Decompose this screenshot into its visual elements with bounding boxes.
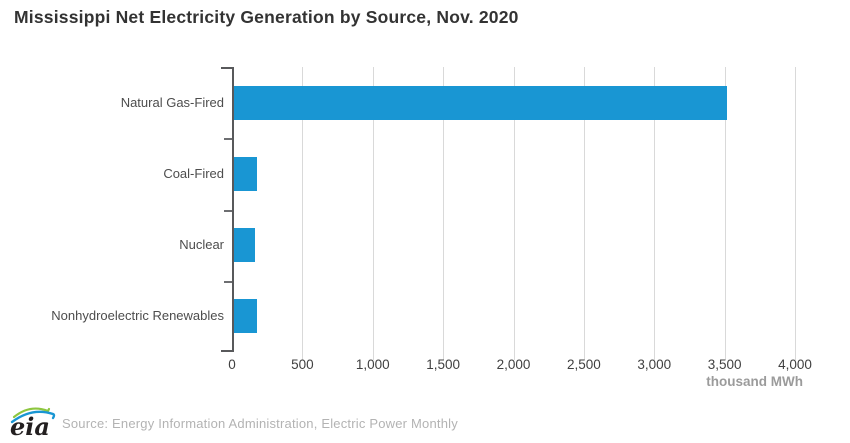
x-tick-label-1000: 1,000 bbox=[355, 357, 390, 372]
eia-logo: eia bbox=[10, 407, 56, 440]
y-axis-tick bbox=[224, 138, 232, 141]
x-axis-tick-labels: thousand MWh 0 500 1,000 1,500 2,000 2,500 3,0… bbox=[228, 357, 812, 397]
gridline-x-500 bbox=[302, 67, 304, 360]
chart-title: Mississippi Net Electricity Generation b… bbox=[14, 7, 519, 27]
gridline-x-1500 bbox=[443, 67, 445, 360]
gridline-x-3500 bbox=[724, 67, 726, 360]
category-label-nuclear: Nuclear bbox=[179, 237, 224, 253]
gridline-x-3000 bbox=[654, 67, 656, 360]
plot-area bbox=[221, 67, 796, 360]
gridline-x-2000 bbox=[513, 67, 515, 360]
svg-text:eia: eia bbox=[10, 412, 50, 440]
x-tick-label-1500: 1,500 bbox=[426, 357, 461, 372]
source-attribution: Source: Energy Information Administratio… bbox=[62, 416, 458, 431]
gridline-x-2500 bbox=[583, 67, 585, 360]
category-label-coal-fired: Coal-Fired bbox=[163, 165, 224, 181]
x-tick-label-2000: 2,000 bbox=[496, 357, 531, 372]
category-axis-labels: Natural Gas-Fired Coal-Fired Nuclear Nonhyd… bbox=[0, 67, 224, 352]
y-axis-tick bbox=[221, 350, 232, 352]
y-axis-tick bbox=[224, 209, 232, 212]
bar-coal-fired bbox=[234, 156, 258, 191]
x-tick-label-4000: 4,000 bbox=[778, 357, 812, 372]
category-label-nonhydroelectric-renewables: Nonhydroelectric Renewables bbox=[51, 308, 224, 324]
bar-nuclear bbox=[234, 228, 256, 263]
gridline-x-4000 bbox=[795, 67, 796, 360]
x-axis-unit-label: thousand MWh bbox=[706, 374, 803, 389]
gridline-x-1000 bbox=[372, 67, 374, 360]
y-axis-line bbox=[232, 67, 234, 352]
y-axis-tick bbox=[224, 280, 232, 283]
x-tick-label-3500: 3,500 bbox=[707, 357, 742, 372]
x-tick-label-3000: 3,000 bbox=[637, 357, 672, 372]
bar-natural-gas-fired bbox=[234, 85, 727, 120]
x-tick-label-0: 0 bbox=[228, 357, 236, 372]
x-tick-label-2500: 2,500 bbox=[566, 357, 601, 372]
category-label-natural-gas-fired: Natural Gas-Fired bbox=[120, 94, 224, 110]
bar-nonhydroelectric-renewables bbox=[234, 299, 257, 334]
footer: eia Source: Energy Information Administr… bbox=[0, 398, 850, 443]
y-axis-tick bbox=[221, 67, 232, 69]
x-tick-label-500: 500 bbox=[291, 357, 314, 372]
